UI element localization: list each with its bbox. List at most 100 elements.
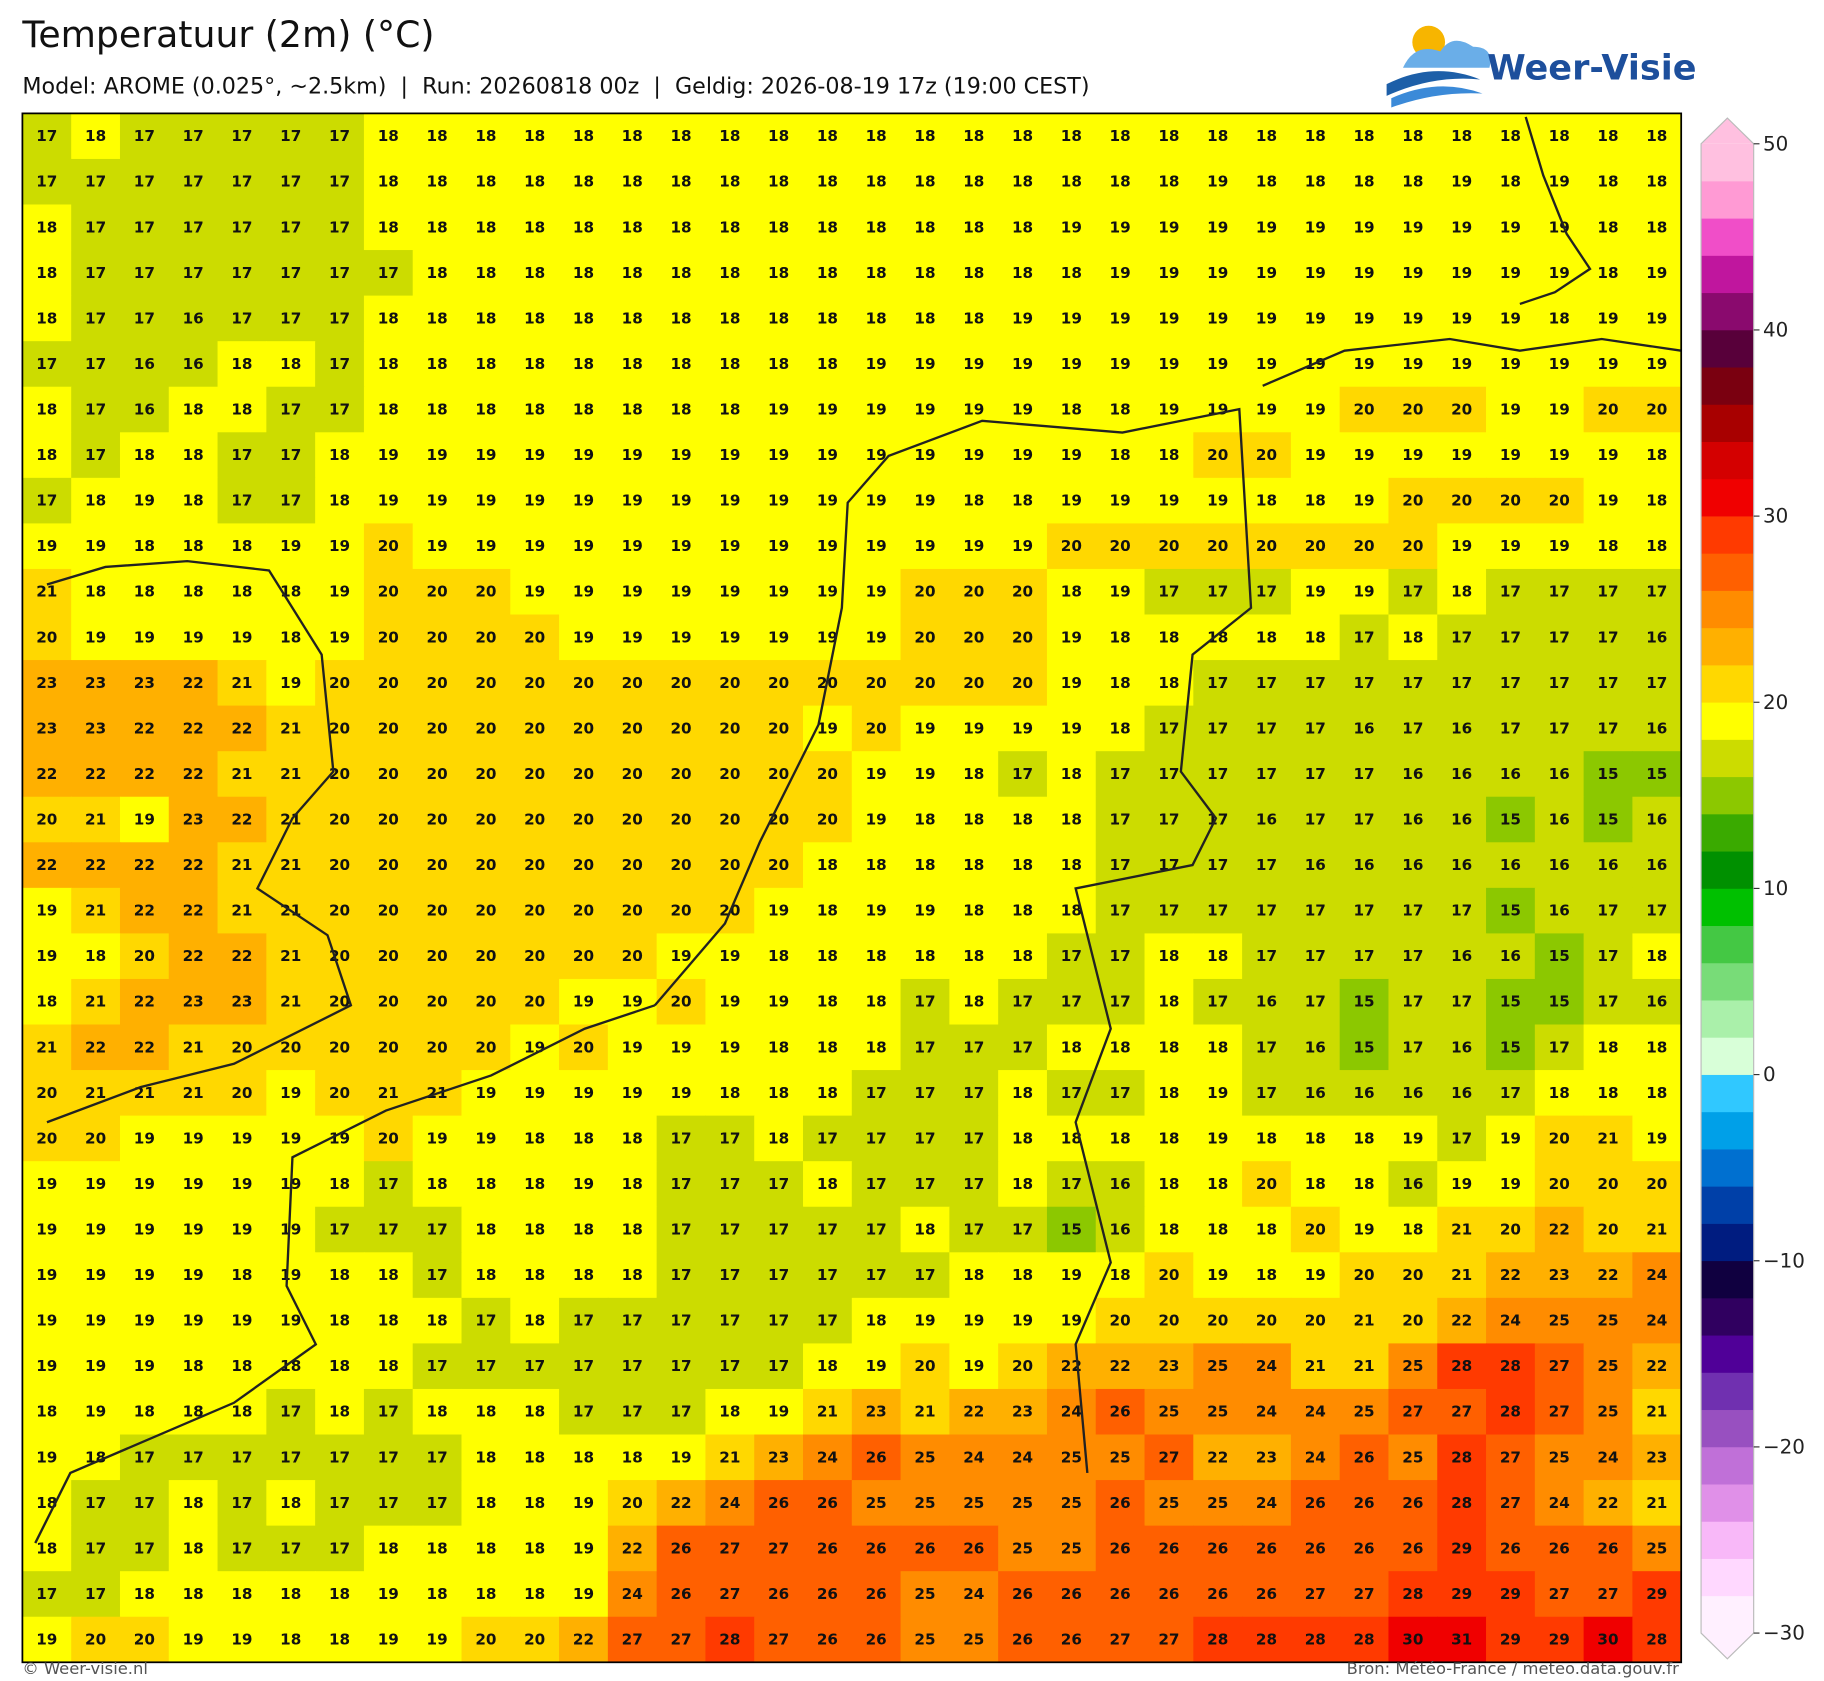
temp-label: 18 (1207, 628, 1228, 646)
temp-label: 18 (1305, 1129, 1326, 1147)
temp-label: 17 (85, 264, 106, 282)
temp-cell (1339, 1024, 1390, 1071)
temp-label: 18 (914, 309, 935, 327)
temp-cell (461, 978, 511, 1026)
temp-label: 16 (1402, 1175, 1423, 1193)
temp-label: 20 (1012, 583, 1033, 601)
temp-label: 19 (1158, 355, 1179, 373)
temp-cell (363, 1115, 414, 1162)
temp-cell (1486, 1297, 1536, 1344)
temp-cell (119, 204, 170, 251)
temp-label: 15 (1500, 1038, 1521, 1056)
temp-cell (803, 477, 853, 524)
colorbar-swatch (1701, 1409, 1754, 1448)
temp-label: 19 (768, 446, 789, 464)
temp-label: 20 (36, 811, 57, 829)
temp-cell (1046, 842, 1097, 889)
temp-cell (1388, 250, 1438, 297)
temp-cell (217, 660, 267, 707)
temp-label: 22 (1207, 1448, 1228, 1466)
temp-label: 18 (817, 947, 838, 965)
temp-cell (217, 204, 267, 251)
temp-cell (1388, 933, 1438, 980)
temp-label: 20 (475, 765, 496, 783)
temp-label: 23 (1549, 1266, 1570, 1284)
temp-label: 18 (280, 628, 301, 646)
temp-cell (1583, 1024, 1633, 1071)
temp-label: 18 (427, 355, 448, 373)
temp-label: 16 (1549, 902, 1570, 920)
temp-label: 20 (719, 719, 740, 737)
temp-label: 19 (183, 1266, 204, 1284)
temp-cell (851, 1252, 902, 1299)
temp-cell (607, 1024, 658, 1071)
temp-cell (1290, 432, 1341, 479)
temp-label: 18 (1061, 811, 1082, 829)
temp-label: 18 (914, 856, 935, 874)
temp-label: 19 (768, 628, 789, 646)
temp-label: 22 (1597, 1494, 1618, 1512)
temp-label: 20 (963, 628, 984, 646)
temp-label: 19 (231, 628, 252, 646)
temp-label: 18 (1158, 127, 1179, 145)
temp-cell (949, 1206, 999, 1253)
temp-cell (1095, 887, 1146, 934)
temp-cell (217, 1434, 267, 1481)
temp-label: 18 (963, 127, 984, 145)
temp-cell (1095, 432, 1146, 479)
temp-cell (1242, 614, 1292, 661)
temp-label: 19 (1012, 309, 1033, 327)
temp-label: 18 (670, 355, 691, 373)
temp-cell (1242, 1434, 1292, 1481)
temp-cell (315, 887, 365, 934)
temp-label: 18 (1012, 947, 1033, 965)
temp-label: 26 (1207, 1585, 1228, 1603)
temp-cell (851, 386, 902, 433)
temp-cell (754, 933, 804, 980)
temp-label: 17 (134, 218, 155, 236)
temp-label: 19 (1500, 309, 1521, 327)
temp-label: 18 (1207, 1221, 1228, 1239)
temp-label: 19 (1207, 218, 1228, 236)
temp-cell (1193, 1388, 1243, 1436)
temp-label: 27 (622, 1631, 643, 1649)
temp-label: 20 (524, 902, 545, 920)
temp-cell (266, 751, 316, 798)
temp-label: 19 (280, 537, 301, 555)
temp-label: 18 (1207, 1175, 1228, 1193)
temp-cell (1486, 1388, 1536, 1436)
temp-label: 19 (1207, 264, 1228, 282)
temp-label: 20 (1158, 1266, 1179, 1284)
temp-cell (656, 523, 707, 570)
temp-cell (1388, 1388, 1438, 1436)
temp-label: 19 (280, 1129, 301, 1147)
temp-label: 18 (475, 1266, 496, 1284)
temp-cell (1632, 1252, 1682, 1299)
temp-cell (656, 1388, 707, 1436)
temp-cell (22, 887, 72, 934)
temp-cell (607, 887, 658, 934)
temp-label: 19 (427, 446, 448, 464)
temp-label: 18 (1158, 1175, 1179, 1193)
temp-cell (607, 1434, 658, 1481)
temp-cell (461, 432, 511, 479)
temp-cell (1095, 204, 1146, 251)
temp-cell (1437, 1024, 1487, 1071)
temp-label: 18 (719, 1403, 740, 1421)
temp-cell (1437, 1070, 1487, 1117)
temp-label: 18 (1012, 127, 1033, 145)
temp-cell (1486, 1070, 1536, 1117)
temp-label: 16 (1451, 1084, 1472, 1102)
temp-label: 19 (1158, 492, 1179, 510)
temp-cell (754, 1206, 804, 1253)
colorbar-tick-label: −20 (1763, 1435, 1805, 1458)
temp-cell (1437, 1343, 1487, 1390)
temp-label: 22 (85, 856, 106, 874)
temp-cell (119, 432, 170, 479)
temp-label: 19 (670, 947, 691, 965)
temp-cell (1242, 1388, 1292, 1436)
temp-label: 17 (1451, 902, 1472, 920)
temp-cell (363, 978, 414, 1026)
temp-cell (1193, 1070, 1243, 1117)
temp-cell (656, 1115, 707, 1162)
